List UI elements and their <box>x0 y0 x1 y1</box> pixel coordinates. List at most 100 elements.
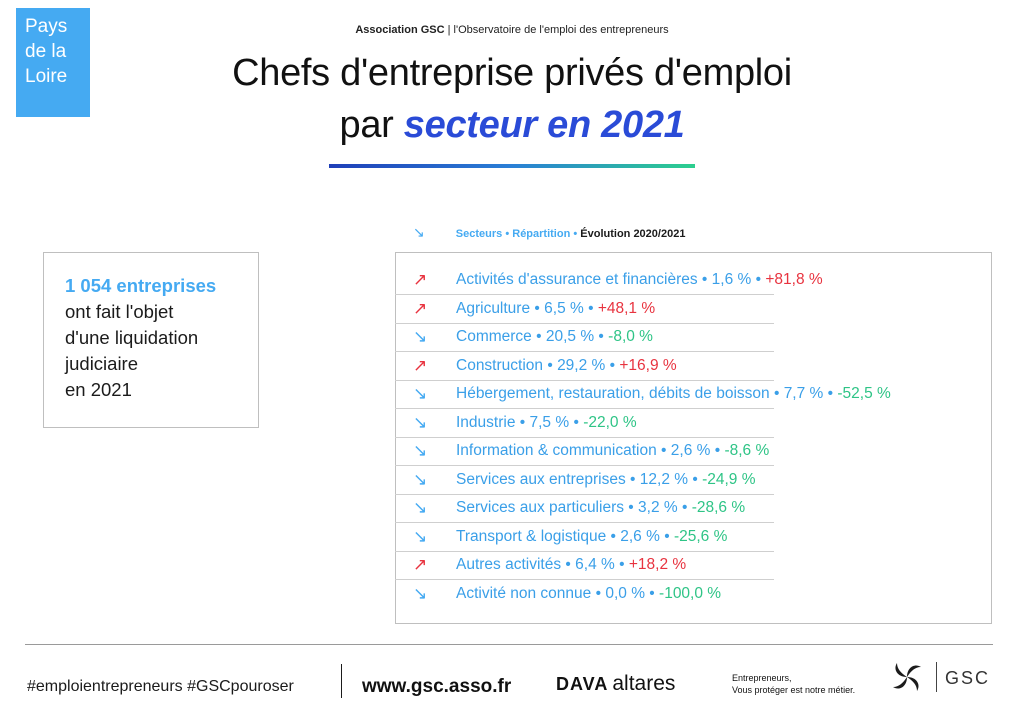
bullet-separator: • <box>659 527 674 545</box>
gsc-pinwheel-icon <box>893 663 921 691</box>
page-title-line2: par secteur en 2021 <box>0 104 1024 147</box>
sector-name: Activités d'assurance et financières <box>456 271 698 288</box>
bullet-separator: • <box>623 499 639 516</box>
bullet-separator: • <box>751 271 766 288</box>
sector-name: Construction <box>456 356 544 374</box>
sector-name: Agriculture <box>456 299 531 317</box>
sector-share: 3,2 % <box>638 499 678 516</box>
trend-up-icon: ↗ <box>413 298 428 318</box>
brand-name: GSC <box>945 668 991 688</box>
partner-name: altares <box>612 672 676 695</box>
bullet-separator: • <box>530 299 545 317</box>
sector-share: 20,5 % <box>545 328 595 345</box>
partner-logo: DAVA altares <box>556 672 675 696</box>
title-prefix: par <box>339 104 404 146</box>
footer-separator <box>341 664 342 698</box>
legend-arrow-icon: ↘ <box>413 224 425 240</box>
sector-change: -25,6 % <box>673 527 728 545</box>
sector-change: +18,2 % <box>628 556 687 573</box>
sector-share: 7,7 % <box>783 385 824 402</box>
sector-change: -100,0 % <box>659 584 722 602</box>
sector-name: Information & communication <box>456 442 657 459</box>
footer-tagline: Entrepreneurs, Vous protéger est notre m… <box>732 672 855 696</box>
website-link[interactable]: www.gsc.asso.fr <box>362 676 512 697</box>
sector-text: Services aux entreprises • 12,2 % • -24,… <box>456 471 756 489</box>
sector-name: Industrie <box>456 413 516 431</box>
sector-text: Construction • 29,2 % • +16,9 % <box>456 357 677 375</box>
bullet-separator: • <box>688 470 703 488</box>
bullet-separator: • <box>710 442 725 459</box>
sector-change: -8,6 % <box>724 442 770 459</box>
bullet-separator: • <box>656 442 671 459</box>
sector-row: ↗ Autres activités • 6,4 % • +18,2 % <box>395 552 774 580</box>
sector-row: ↘ Activité non connue • 0,0 % • -100,0 % <box>395 581 774 609</box>
bullet-separator: • <box>677 499 692 516</box>
region-line: Pays <box>25 16 68 37</box>
sector-change: -22,0 % <box>583 413 637 431</box>
trend-down-icon: ↘ <box>413 412 428 432</box>
sector-row: ↘ Services aux entreprises • 12,2 % • -24… <box>395 467 774 495</box>
sector-name: Transport & logistique <box>456 527 607 545</box>
sector-share: 6,5 % <box>544 299 584 317</box>
trend-down-icon: ↘ <box>413 384 428 403</box>
sector-name: Services aux particuliers <box>456 499 624 516</box>
bullet-separator: • <box>591 584 606 602</box>
sector-change: -8,0 % <box>608 328 653 345</box>
bullet-separator: • <box>531 328 546 345</box>
sector-row: ↗ Construction • 29,2 % • +16,9 % <box>395 353 774 381</box>
sector-share: 7,5 % <box>529 413 570 431</box>
partner-mark: DAVA <box>556 674 609 694</box>
trend-down-icon: ↘ <box>413 583 428 603</box>
sector-row: ↘ Information & communication • 2,6 % • -… <box>395 438 774 466</box>
sector-share: 6,4 % <box>575 556 615 573</box>
sector-change: -28,6 % <box>691 499 746 516</box>
bullet-separator: • <box>769 385 784 402</box>
sector-text: Autres activités • 6,4 % • +18,2 % <box>456 556 686 574</box>
region-line: Loire <box>25 66 68 87</box>
sector-change: -24,9 % <box>702 470 756 488</box>
sector-name: Activité non connue <box>456 584 592 602</box>
sector-text: Activités d'assurance et financières • 1… <box>456 271 823 289</box>
trend-down-icon: ↘ <box>413 469 428 489</box>
trend-down-icon: ↘ <box>413 327 428 346</box>
trend-down-icon: ↘ <box>413 441 428 460</box>
trend-up-icon: ↗ <box>413 270 428 289</box>
summary-line: ont fait l'objet <box>65 301 174 322</box>
sector-share: 12,2 % <box>639 470 689 488</box>
sector-share: 0,0 % <box>605 584 645 602</box>
tagline-line: Vous protéger est notre métier. <box>732 685 856 695</box>
sector-share: 1,6 % <box>711 271 752 288</box>
bullet-separator: • <box>606 527 621 545</box>
sector-text: Services aux particuliers • 3,2 % • -28,… <box>456 499 745 517</box>
sector-text: Transport & logistique • 2,6 % • -25,6 % <box>456 528 727 546</box>
sector-row: ↘ Commerce • 20,5 % • -8,0 % <box>395 324 774 352</box>
sector-name: Commerce <box>456 328 532 345</box>
bullet-separator: • <box>543 356 558 374</box>
legend-evolution: Évolution 2020/2021 <box>580 228 686 240</box>
sector-text: Activité non connue • 0,0 % • -100,0 % <box>456 585 721 603</box>
bullet-separator: • <box>614 556 629 573</box>
sector-change: -52,5 % <box>837 385 891 402</box>
bullet-separator: • <box>515 413 530 431</box>
sector-row: ↘ Hébergement, restauration, débits de bo… <box>395 381 891 409</box>
tagline-line: Entrepreneurs, <box>732 673 792 683</box>
trend-up-icon: ↗ <box>413 355 428 375</box>
bullet-separator: • <box>644 584 660 602</box>
sector-text: Hébergement, restauration, débits de boi… <box>456 385 891 403</box>
sector-text: Commerce • 20,5 % • -8,0 % <box>456 328 653 346</box>
footer-divider-line <box>25 644 993 645</box>
sector-text: Information & communication • 2,6 % • -8… <box>456 442 769 460</box>
sector-share: 29,2 % <box>557 356 606 374</box>
trend-up-icon: ↗ <box>413 555 428 574</box>
sector-row: ↘ Transport & logistique • 2,6 % • -25,6 … <box>395 524 774 552</box>
sector-share: 2,6 % <box>620 527 660 545</box>
legend-sectors: Secteurs • <box>455 228 510 240</box>
summary-box: 1 054 entreprises ont fait l'objet d'une… <box>43 252 259 428</box>
sector-change: +16,9 % <box>619 356 677 374</box>
sector-row: ↗ Agriculture • 6,5 % • +48,1 % <box>395 296 774 324</box>
sector-name: Autres activités <box>456 556 562 573</box>
bullet-separator: • <box>594 328 609 345</box>
bullet-separator: • <box>697 271 712 288</box>
bullet-separator: • <box>583 299 598 317</box>
footer-hashtags: #emploientrepreneurs #GSCpouroser <box>27 678 294 695</box>
